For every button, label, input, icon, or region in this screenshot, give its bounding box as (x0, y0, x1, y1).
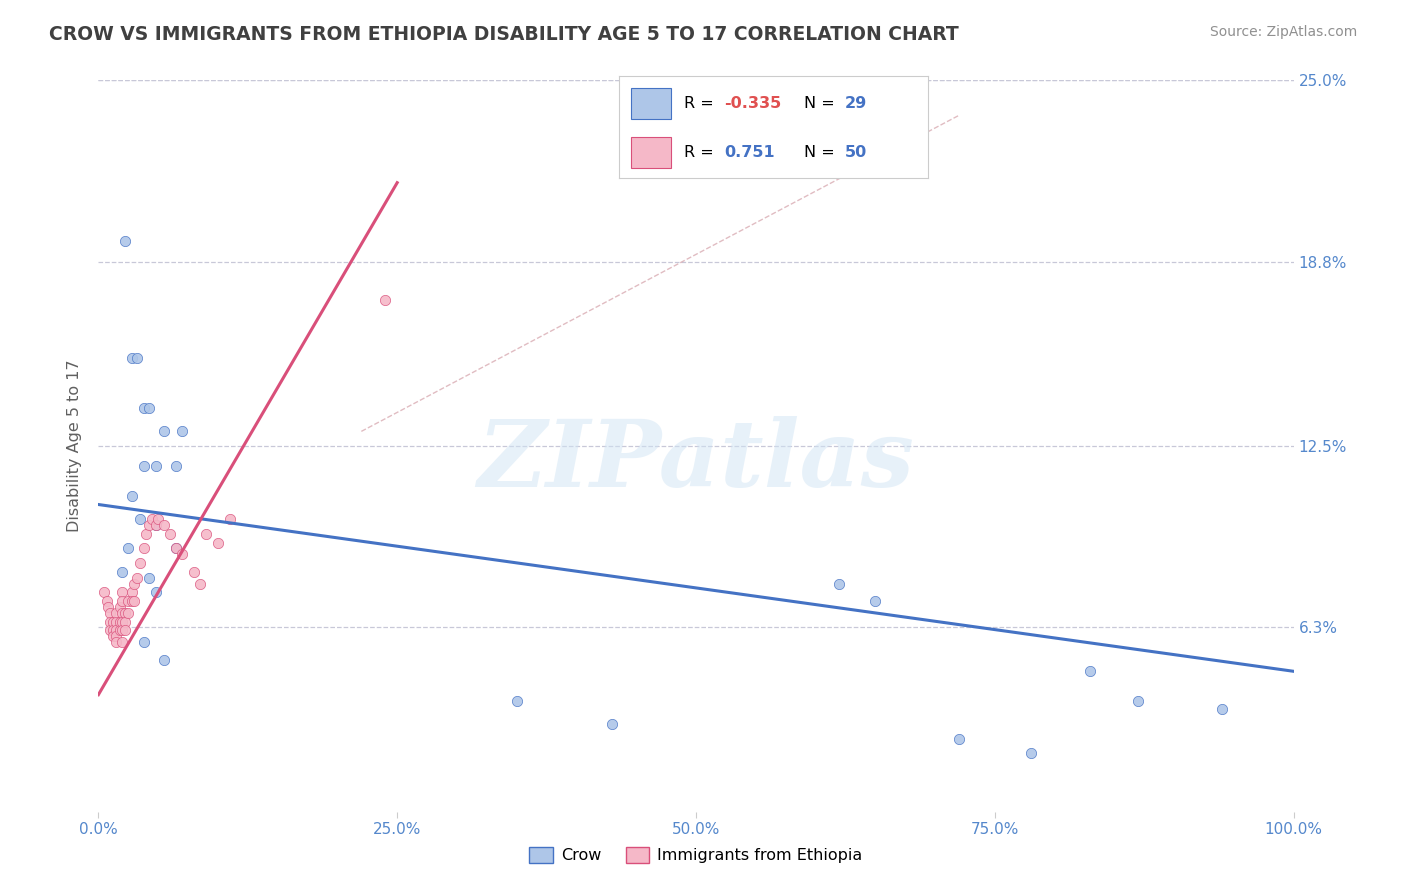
Point (101, 615, 124, 629)
Point (108, 599, 131, 614)
Point (111, 606, 134, 620)
Bar (631, 88, 671, 119)
Point (105, 629, 128, 643)
Point (108, 624, 131, 638)
Point (153, 425, 176, 439)
Point (129, 512, 152, 526)
Point (141, 512, 163, 526)
Point (219, 512, 242, 526)
Point (1019, 746, 1042, 760)
Point (1211, 702, 1233, 716)
Point (145, 585, 167, 599)
Point (98, 624, 122, 638)
Point (98, 615, 122, 629)
Point (121, 594, 143, 608)
Point (97, 599, 120, 614)
Point (207, 535, 229, 549)
Point (124, 576, 146, 591)
Point (111, 565, 134, 579)
Point (105, 635, 128, 649)
Text: -0.335: -0.335 (724, 96, 782, 111)
Bar (631, 137, 671, 168)
Point (108, 615, 131, 629)
Point (188, 576, 211, 591)
Point (138, 518, 160, 533)
Point (111, 624, 134, 638)
Text: ZIPatlas: ZIPatlas (478, 416, 914, 506)
Point (121, 351, 143, 366)
Point (132, 635, 155, 649)
Point (145, 518, 167, 533)
Point (145, 518, 167, 533)
Text: CROW VS IMMIGRANTS FROM ETHIOPIA DISABILITY AGE 5 TO 17 CORRELATION CHART: CROW VS IMMIGRANTS FROM ETHIOPIA DISABIL… (49, 25, 959, 44)
Point (93, 585, 115, 599)
Text: N =: N = (804, 96, 841, 111)
Point (145, 459, 167, 474)
Point (114, 606, 136, 620)
Point (105, 624, 128, 638)
Point (125, 571, 148, 585)
Point (111, 635, 134, 649)
Point (111, 585, 134, 599)
Point (132, 459, 155, 474)
Point (124, 594, 146, 608)
Point (111, 615, 134, 629)
Point (948, 731, 970, 746)
Point (172, 547, 194, 561)
Text: 29: 29 (845, 96, 866, 111)
Point (98, 606, 122, 620)
Point (183, 565, 205, 579)
Point (195, 526, 218, 541)
Point (117, 606, 139, 620)
Point (101, 624, 124, 638)
Point (117, 541, 139, 556)
Point (1128, 693, 1150, 707)
Point (172, 425, 194, 439)
Point (165, 459, 187, 474)
Point (1080, 665, 1102, 679)
Point (374, 293, 396, 307)
Point (117, 594, 139, 608)
Text: N =: N = (804, 145, 841, 161)
Text: R =: R = (683, 145, 724, 161)
Point (138, 401, 160, 415)
Point (114, 624, 136, 638)
Point (105, 606, 128, 620)
Point (159, 526, 181, 541)
Point (132, 401, 155, 415)
Y-axis label: Disability Age 5 to 17: Disability Age 5 to 17 (67, 359, 83, 533)
Point (602, 717, 624, 731)
Point (96, 594, 118, 608)
Legend: Crow, Immigrants from Ethiopia: Crow, Immigrants from Ethiopia (523, 840, 869, 870)
Point (165, 541, 187, 556)
Point (121, 489, 143, 503)
Point (165, 541, 187, 556)
Point (125, 351, 148, 366)
Point (828, 576, 851, 591)
Point (111, 594, 134, 608)
Point (114, 615, 136, 629)
Point (129, 556, 152, 570)
Text: Source: ZipAtlas.com: Source: ZipAtlas.com (1209, 25, 1357, 39)
Point (865, 594, 887, 608)
Text: 0.751: 0.751 (724, 145, 775, 161)
Point (506, 693, 529, 707)
Text: 50: 50 (845, 145, 866, 161)
Point (114, 234, 136, 248)
Text: R =: R = (683, 96, 718, 111)
Point (138, 571, 160, 585)
Point (105, 615, 128, 629)
Point (121, 585, 143, 599)
Point (153, 652, 176, 666)
Point (135, 526, 157, 541)
Point (101, 629, 124, 643)
Point (148, 512, 170, 526)
Point (153, 518, 176, 533)
Point (132, 541, 155, 556)
